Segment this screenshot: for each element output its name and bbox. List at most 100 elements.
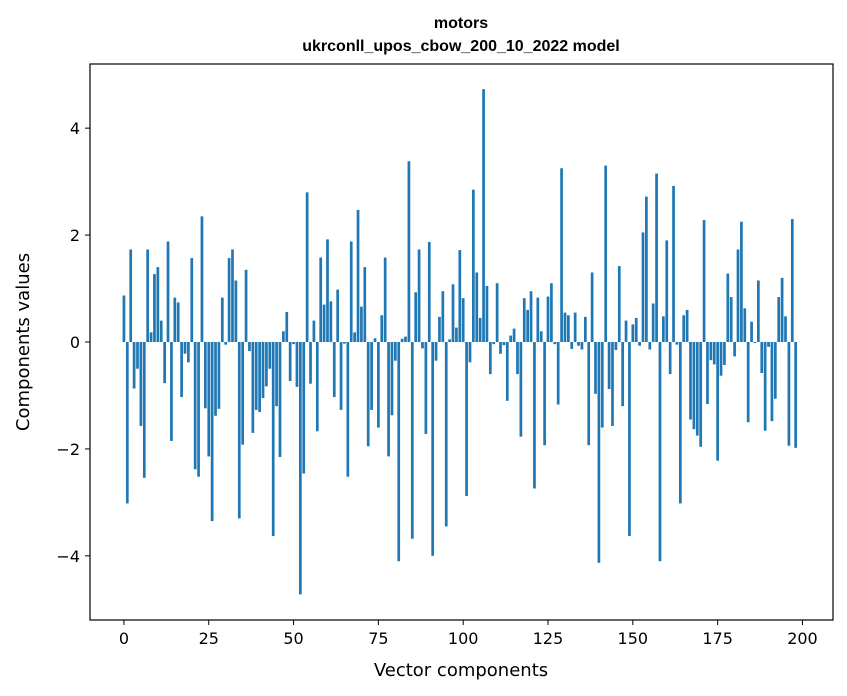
- bar: [438, 316, 441, 342]
- bar: [587, 342, 591, 446]
- bar: [129, 249, 133, 342]
- bar: [580, 342, 584, 350]
- bar: [220, 297, 224, 342]
- bar: [170, 342, 173, 441]
- bar: [689, 342, 692, 420]
- bar: [377, 342, 380, 428]
- bar: [193, 342, 197, 470]
- y-tick-label: 2: [70, 226, 80, 245]
- bar: [641, 232, 645, 342]
- bar: [309, 342, 312, 384]
- bar: [763, 342, 767, 431]
- bar: [621, 342, 625, 407]
- bar: [268, 342, 272, 369]
- chart-subtitle: ukrconll_upos_cbow_200_10_2022 model: [302, 38, 619, 55]
- bar: [662, 316, 665, 342]
- bar: [397, 342, 401, 562]
- bar: [366, 342, 370, 447]
- bar: [556, 342, 560, 405]
- bar: [278, 342, 282, 457]
- bar: [380, 315, 384, 342]
- x-tick-label: 75: [368, 629, 388, 648]
- bar: [695, 342, 699, 436]
- bar: [678, 342, 682, 504]
- y-tick-label: 4: [70, 119, 80, 138]
- bar: [658, 342, 662, 562]
- bar: [614, 342, 618, 351]
- bar: [563, 312, 567, 342]
- bar: [373, 338, 377, 342]
- bar: [543, 342, 546, 446]
- bar: [444, 342, 448, 527]
- bar: [631, 324, 635, 342]
- bar: [682, 315, 686, 342]
- bar: [757, 280, 760, 342]
- bar: [146, 249, 150, 342]
- bar: [726, 273, 730, 342]
- bar: [363, 267, 367, 342]
- bar: [441, 291, 445, 342]
- bar: [187, 342, 190, 363]
- bar: [292, 342, 295, 345]
- bar: [516, 342, 519, 375]
- bar: [356, 209, 360, 342]
- bar: [458, 250, 462, 342]
- bar: [746, 342, 750, 423]
- bar: [421, 342, 424, 349]
- bar: [668, 342, 672, 375]
- bar: [743, 308, 747, 342]
- bar: [560, 168, 563, 342]
- bar: [197, 342, 200, 477]
- bar: [594, 342, 597, 394]
- bar: [787, 342, 791, 446]
- bar: [349, 241, 353, 342]
- bar: [699, 342, 703, 447]
- bar: [173, 297, 177, 342]
- bar: [767, 342, 770, 347]
- bar: [499, 342, 502, 354]
- bar: [393, 342, 397, 361]
- bar: [665, 240, 669, 342]
- bar: [261, 342, 265, 399]
- bar: [495, 283, 499, 342]
- bar: [461, 298, 465, 342]
- bar: [760, 342, 764, 374]
- x-tick-label: 0: [119, 629, 129, 648]
- chart-title: motors: [434, 15, 488, 32]
- bar: [346, 342, 350, 477]
- bar: [326, 239, 329, 342]
- bar: [207, 342, 211, 457]
- bar: [431, 342, 435, 556]
- bar: [750, 321, 753, 342]
- bar: [794, 342, 798, 448]
- bar: [777, 297, 781, 342]
- bar: [570, 342, 574, 349]
- bar: [315, 342, 319, 432]
- bar: [214, 342, 217, 416]
- bar: [533, 342, 536, 489]
- bar: [597, 342, 601, 563]
- bar: [638, 342, 641, 346]
- bars-group: [122, 89, 798, 595]
- bar: [780, 277, 784, 342]
- bar: [241, 342, 245, 445]
- bar: [302, 342, 306, 474]
- bar: [478, 317, 482, 342]
- y-tick-label: −4: [56, 547, 80, 566]
- bar: [254, 342, 258, 410]
- bar: [651, 303, 655, 342]
- bar: [519, 342, 523, 437]
- bar: [407, 161, 411, 342]
- bar: [322, 304, 326, 342]
- bar: [383, 257, 387, 342]
- bar: [149, 332, 153, 342]
- bar: [190, 258, 194, 342]
- bar: [475, 272, 479, 342]
- y-tick-label: 0: [70, 333, 80, 352]
- bar: [472, 189, 475, 342]
- bar: [485, 285, 489, 342]
- bar: [512, 328, 516, 342]
- bar: [200, 216, 204, 342]
- bar: [275, 342, 278, 407]
- bar: [611, 342, 614, 426]
